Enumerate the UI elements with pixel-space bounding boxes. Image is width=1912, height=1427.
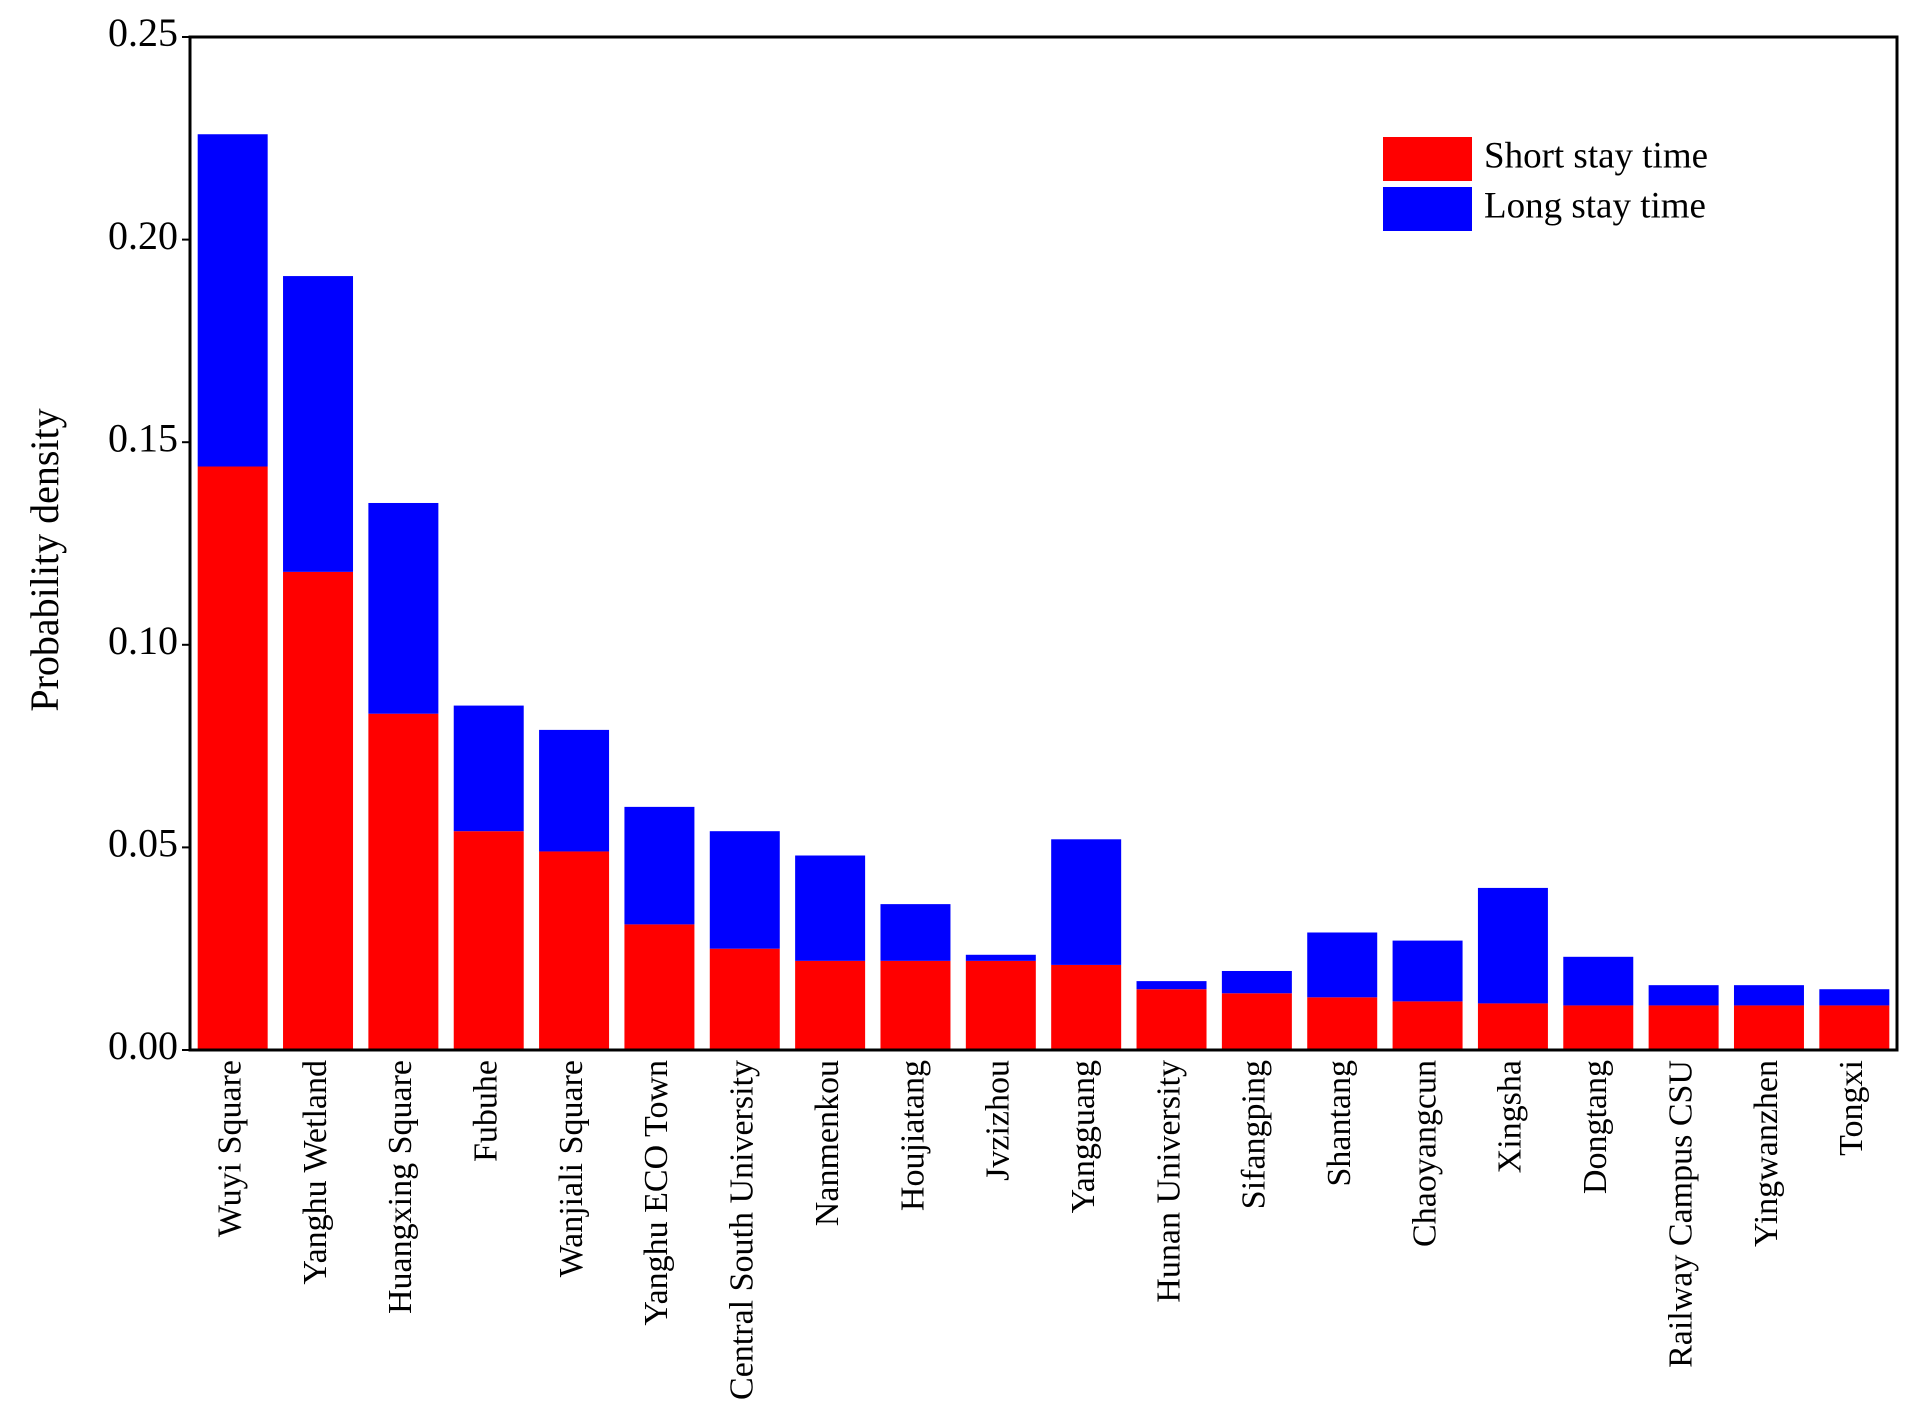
bar-segment xyxy=(1392,1001,1463,1050)
x-tick-label: Central South University xyxy=(724,1060,761,1400)
x-tick-label: Railway Campus CSU xyxy=(1662,1060,1699,1368)
bar-segment xyxy=(965,954,1036,961)
bar-segment xyxy=(965,960,1036,1050)
bar-segment xyxy=(539,851,610,1050)
bar-segment xyxy=(1477,887,1548,1004)
bar-segment xyxy=(880,960,951,1050)
bar-segment xyxy=(1563,1005,1634,1050)
bar-segment xyxy=(197,134,268,467)
x-tick-label: Fubuhe xyxy=(468,1060,505,1162)
bar-segment xyxy=(1307,932,1378,998)
legend-label: Short stay time xyxy=(1484,135,1708,176)
bar-segment xyxy=(1733,1005,1804,1050)
bar-segment xyxy=(283,276,354,572)
y-tick-label: 0.15 xyxy=(108,415,178,460)
x-tick-label: Tongxi xyxy=(1833,1060,1870,1156)
x-tick-label: Yangguang xyxy=(1065,1060,1102,1213)
bar-segment xyxy=(1051,839,1122,965)
x-tick-label: Yanghu ECO Town xyxy=(638,1060,675,1326)
bar-segment xyxy=(283,571,354,1050)
bar-segment xyxy=(709,948,780,1050)
x-tick-label: Chaoyangcun xyxy=(1406,1060,1443,1247)
bar-segment xyxy=(368,713,439,1050)
x-tick-label: Shantang xyxy=(1321,1060,1358,1187)
legend-label: Long stay time xyxy=(1484,185,1706,226)
y-tick-label: 0.05 xyxy=(108,821,178,866)
bar-segment xyxy=(795,855,866,961)
x-tick-label: Wuyi Square xyxy=(211,1060,248,1237)
x-tick-label: Yingwanzhen xyxy=(1748,1060,1785,1247)
bar-segment xyxy=(1136,981,1207,990)
x-tick-label: Houjiatang xyxy=(894,1060,931,1211)
bar-segment xyxy=(1136,989,1207,1050)
x-tick-label: Hunan University xyxy=(1150,1060,1187,1303)
bar-segment xyxy=(1819,989,1890,1006)
bar-segment xyxy=(453,705,524,832)
x-tick-label: Jvzizhou xyxy=(980,1060,1017,1181)
x-tick-label: Xingsha xyxy=(1492,1060,1529,1173)
legend-swatch xyxy=(1383,137,1472,181)
plot-frame xyxy=(188,35,1899,1052)
bar-segment xyxy=(1307,997,1378,1050)
y-axis-title: Probability density xyxy=(22,408,67,711)
y-tick-label: 0.00 xyxy=(108,1023,178,1068)
bar-segment xyxy=(1733,985,1804,1006)
bar-segment xyxy=(1221,993,1292,1050)
x-tick-label: Yanghu Wetland xyxy=(297,1060,334,1285)
bar-segment xyxy=(1648,1005,1719,1050)
bar-segment xyxy=(880,904,951,961)
bar-segment xyxy=(368,502,439,714)
bar-segment xyxy=(1051,964,1122,1050)
bar-segment xyxy=(624,806,695,925)
y-tick-label: 0.10 xyxy=(108,618,178,663)
bar-segment xyxy=(795,960,866,1050)
x-tick-label: Huangxing Square xyxy=(382,1060,419,1314)
x-tick-label: Sifangping xyxy=(1236,1060,1273,1209)
bar-segment xyxy=(197,466,268,1051)
bar-segment xyxy=(1392,940,1463,1002)
bar-segment xyxy=(1648,985,1719,1006)
x-tick-label: Dongtang xyxy=(1577,1060,1614,1194)
legend-swatch xyxy=(1383,187,1472,231)
y-tick-label: 0.20 xyxy=(108,213,178,258)
bar-segment xyxy=(1819,1005,1890,1050)
bar-segment xyxy=(539,729,610,852)
bar-segment xyxy=(624,924,695,1050)
bar-segment xyxy=(1221,970,1292,994)
x-tick-label: Wanjiali Square xyxy=(553,1060,590,1277)
bar-segment xyxy=(453,831,524,1050)
bar-segment xyxy=(1477,1003,1548,1050)
bar-segment xyxy=(709,831,780,949)
x-tick-label: Nanmenkou xyxy=(809,1060,846,1226)
bar-segment xyxy=(1563,956,1634,1006)
y-tick-label: 0.25 xyxy=(108,10,178,55)
